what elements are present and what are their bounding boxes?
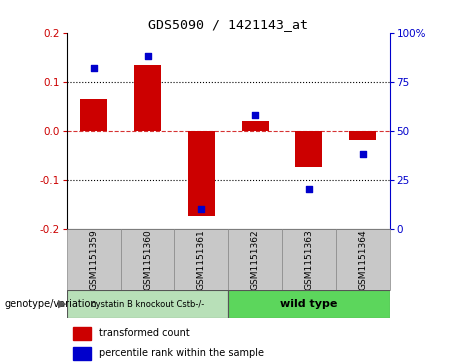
Bar bbox=[134, 65, 161, 131]
Bar bbox=[73, 347, 91, 360]
Text: GSM1151359: GSM1151359 bbox=[89, 229, 98, 290]
Bar bbox=[228, 290, 390, 318]
Bar bbox=[336, 229, 390, 290]
Text: GSM1151364: GSM1151364 bbox=[358, 229, 367, 290]
Bar bbox=[242, 121, 268, 131]
Bar bbox=[188, 131, 215, 216]
Bar bbox=[174, 229, 228, 290]
Text: cystatin B knockout Cstb-/-: cystatin B knockout Cstb-/- bbox=[91, 299, 204, 309]
Point bbox=[144, 53, 151, 59]
Point bbox=[90, 65, 97, 71]
Title: GDS5090 / 1421143_at: GDS5090 / 1421143_at bbox=[148, 19, 308, 32]
Text: ▶: ▶ bbox=[58, 299, 66, 309]
Text: GSM1151363: GSM1151363 bbox=[304, 229, 313, 290]
Text: transformed count: transformed count bbox=[99, 329, 190, 338]
Point bbox=[359, 151, 366, 157]
Bar bbox=[67, 290, 228, 318]
Point bbox=[305, 187, 313, 192]
Bar bbox=[228, 229, 282, 290]
Text: genotype/variation: genotype/variation bbox=[5, 299, 97, 309]
Bar bbox=[349, 131, 376, 140]
Text: GSM1151361: GSM1151361 bbox=[197, 229, 206, 290]
Point bbox=[198, 206, 205, 212]
Bar bbox=[282, 229, 336, 290]
Text: percentile rank within the sample: percentile rank within the sample bbox=[99, 348, 264, 358]
Bar bbox=[67, 229, 121, 290]
Text: wild type: wild type bbox=[280, 299, 337, 309]
Bar bbox=[80, 99, 107, 131]
Text: GSM1151360: GSM1151360 bbox=[143, 229, 152, 290]
Point bbox=[251, 112, 259, 118]
Bar bbox=[296, 131, 322, 167]
Text: GSM1151362: GSM1151362 bbox=[251, 229, 260, 290]
Bar bbox=[121, 229, 174, 290]
Bar bbox=[73, 327, 91, 340]
